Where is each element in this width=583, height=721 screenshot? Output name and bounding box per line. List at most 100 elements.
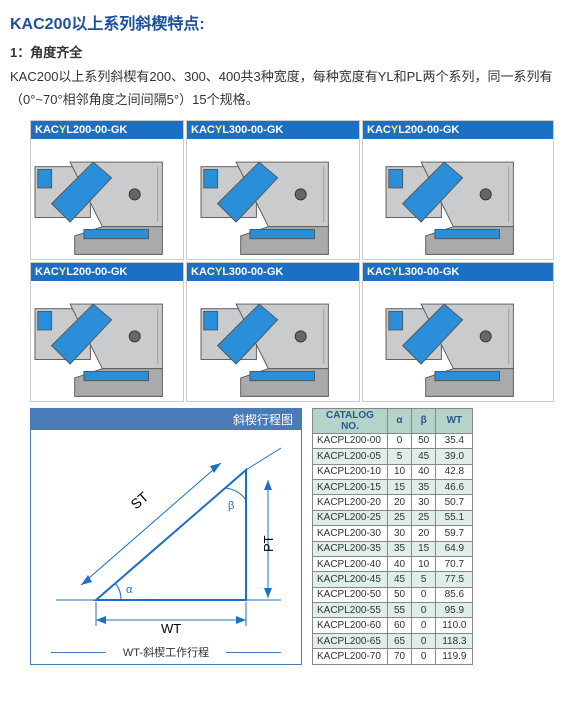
- wt-label: WT: [161, 621, 181, 636]
- product-card: KACYL200-00-GK: [30, 262, 184, 402]
- table-row: KACPL200-5050085.6: [313, 587, 473, 602]
- table-cell: 0: [412, 618, 436, 633]
- table-cell: 70: [387, 649, 411, 665]
- table-cell: 45: [412, 449, 436, 464]
- table-cell: 0: [412, 587, 436, 602]
- table-cell: KACPL200-40: [313, 556, 388, 571]
- table-cell: 25: [412, 510, 436, 525]
- table-cell: 50: [412, 433, 436, 448]
- product-label: KACYL200-00-GK: [31, 121, 183, 139]
- table-cell: 55: [387, 603, 411, 618]
- th-beta: β: [412, 408, 436, 433]
- th-wt: WT: [436, 408, 473, 433]
- table-row: KACPL200-30302059.7: [313, 526, 473, 541]
- table-row: KACPL200-10104042.8: [313, 464, 473, 479]
- beta-mark: β: [228, 500, 234, 512]
- table-cell: 50.7: [436, 495, 473, 510]
- travel-diagram-svg: ST PT α β WT: [36, 430, 296, 640]
- table-cell: 50: [387, 587, 411, 602]
- table-row: KACPL200-0554539.0: [313, 449, 473, 464]
- spec-table: CATALOGNO. α β WT KACPL200-0005035.4KACP…: [312, 408, 473, 665]
- table-cell: 45: [387, 572, 411, 587]
- table-cell: 46.6: [436, 479, 473, 494]
- table-cell: 0: [387, 433, 411, 448]
- intro-paragraph: KAC200以上系列斜楔有200、300、400共3种宽度，每种宽度有YL和PL…: [10, 65, 573, 112]
- product-card: KACYL200-00-GK: [30, 120, 184, 260]
- table-cell: 60: [387, 618, 411, 633]
- pt-label: PT: [261, 535, 276, 552]
- table-row: KACPL200-4545577.5: [313, 572, 473, 587]
- table-cell: 70.7: [436, 556, 473, 571]
- st-label: ST: [127, 488, 151, 512]
- table-row: KACPL200-70700119.9: [313, 649, 473, 665]
- table-cell: 110.0: [436, 618, 473, 633]
- th-catalog: CATALOGNO.: [313, 408, 388, 433]
- table-cell: KACPL200-30: [313, 526, 388, 541]
- table-cell: 5: [387, 449, 411, 464]
- product-label: KACYL200-00-GK: [31, 263, 183, 281]
- table-cell: 40: [387, 556, 411, 571]
- table-cell: 30: [387, 526, 411, 541]
- table-cell: 65: [387, 633, 411, 648]
- th-alpha: α: [387, 408, 411, 433]
- table-cell: KACPL200-15: [313, 479, 388, 494]
- product-label: KACYL300-00-GK: [363, 263, 553, 281]
- table-cell: 40: [412, 464, 436, 479]
- table-row: KACPL200-25252555.1: [313, 510, 473, 525]
- table-cell: 35: [387, 541, 411, 556]
- product-card: KACYL300-00-GK: [186, 120, 360, 260]
- table-cell: 0: [412, 649, 436, 665]
- table-cell: KACPL200-65: [313, 633, 388, 648]
- table-cell: KACPL200-35: [313, 541, 388, 556]
- table-cell: 20: [387, 495, 411, 510]
- travel-diagram: 斜楔行程图 ST PT α β WT: [30, 408, 302, 665]
- product-label: KACYL200-00-GK: [363, 121, 553, 139]
- table-cell: 85.6: [436, 587, 473, 602]
- table-cell: KACPL200-45: [313, 572, 388, 587]
- product-card: KACYL200-00-GK: [362, 120, 554, 260]
- table-cell: KACPL200-05: [313, 449, 388, 464]
- table-row: KACPL200-35351564.9: [313, 541, 473, 556]
- table-cell: 77.5: [436, 572, 473, 587]
- table-cell: 95.9: [436, 603, 473, 618]
- table-cell: 10: [412, 556, 436, 571]
- table-cell: 42.8: [436, 464, 473, 479]
- table-cell: 39.0: [436, 449, 473, 464]
- diagram-heading: 斜楔行程图: [31, 409, 301, 430]
- table-row: KACPL200-60600110.0: [313, 618, 473, 633]
- table-cell: 64.9: [436, 541, 473, 556]
- table-row: KACPL200-15153546.6: [313, 479, 473, 494]
- product-grid: KACYL200-00-GK KACYL300-00-GK KACYL200-0…: [30, 120, 573, 402]
- table-cell: 59.7: [436, 526, 473, 541]
- section-subtitle: 1：角度齐全: [10, 42, 573, 61]
- table-cell: 30: [412, 495, 436, 510]
- table-cell: KACPL200-10: [313, 464, 388, 479]
- table-cell: 35.4: [436, 433, 473, 448]
- product-label: KACYL300-00-GK: [187, 121, 359, 139]
- table-row: KACPL200-65650118.3: [313, 633, 473, 648]
- table-cell: 119.9: [436, 649, 473, 665]
- table-cell: KACPL200-25: [313, 510, 388, 525]
- table-cell: KACPL200-55: [313, 603, 388, 618]
- table-cell: 15: [387, 479, 411, 494]
- table-cell: KACPL200-70: [313, 649, 388, 665]
- table-cell: KACPL200-00: [313, 433, 388, 448]
- table-row: KACPL200-0005035.4: [313, 433, 473, 448]
- alpha-mark: α: [126, 584, 133, 596]
- wt-caption: WT-斜楔工作行程: [31, 644, 301, 660]
- table-row: KACPL200-5555095.9: [313, 603, 473, 618]
- table-cell: 0: [412, 603, 436, 618]
- table-row: KACPL200-20203050.7: [313, 495, 473, 510]
- page-title: KAC200以上系列斜楔特点:: [10, 10, 573, 34]
- table-cell: KACPL200-60: [313, 618, 388, 633]
- table-cell: KACPL200-50: [313, 587, 388, 602]
- table-cell: 35: [412, 479, 436, 494]
- table-cell: KACPL200-20: [313, 495, 388, 510]
- product-card: KACYL300-00-GK: [362, 262, 554, 402]
- table-cell: 0: [412, 633, 436, 648]
- table-cell: 5: [412, 572, 436, 587]
- table-cell: 15: [412, 541, 436, 556]
- product-card: KACYL300-00-GK: [186, 262, 360, 402]
- table-header-row: CATALOGNO. α β WT: [313, 408, 473, 433]
- table-row: KACPL200-40401070.7: [313, 556, 473, 571]
